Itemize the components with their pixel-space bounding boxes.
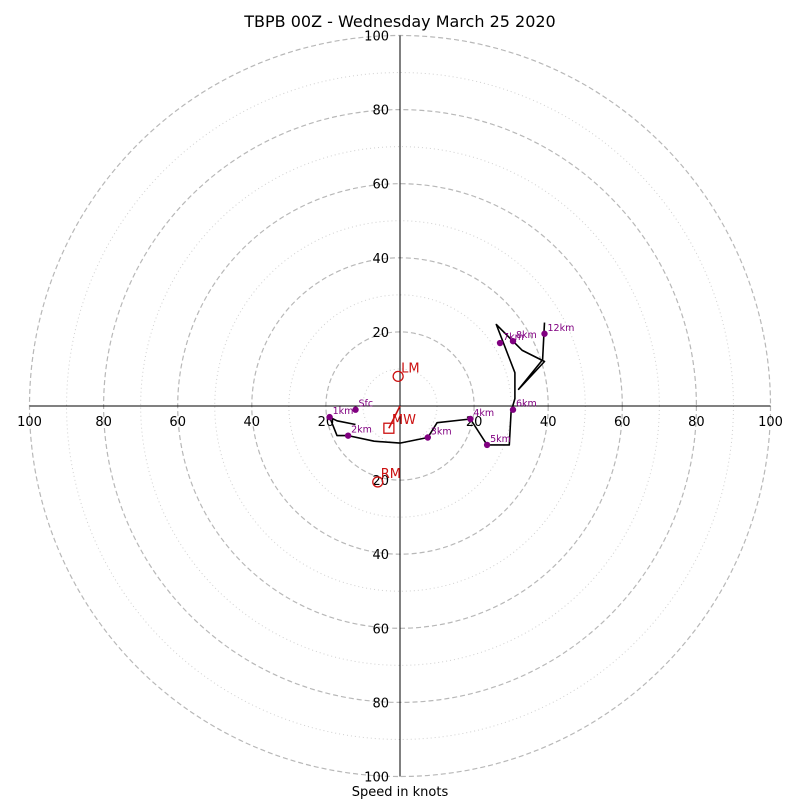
y-tick-label: 40 <box>372 252 389 267</box>
y-tick-label: 20 <box>372 474 389 489</box>
y-tick-label: 20 <box>372 326 389 341</box>
y-tick-label: 80 <box>372 696 389 711</box>
x-axis-label: Speed in knots <box>352 785 449 800</box>
height-label-5km: 5km <box>490 434 511 445</box>
mw-label: MW <box>392 413 416 428</box>
rm-marker <box>372 476 384 488</box>
height-marker-5km <box>483 441 491 449</box>
x-tick-label: 40 <box>244 415 261 430</box>
height-marker-12km <box>541 330 548 337</box>
hodograph-trace <box>328 322 546 446</box>
height-label-12km: 12km <box>547 323 574 334</box>
height-label-6km: 6km <box>516 399 537 410</box>
tick-labels: 100 80 60 40 20 20 40 60 80 100100806040202040608… <box>17 30 783 786</box>
height-marker-sfc <box>352 406 359 413</box>
height-marker-1km <box>326 413 333 421</box>
y-tick-label: 100 <box>364 771 389 786</box>
height-marker-8km <box>509 337 517 345</box>
y-tick-label: 60 <box>372 622 389 637</box>
hodograph-line <box>328 322 546 446</box>
y-tick-label: 100 <box>364 30 389 45</box>
x-tick-label: 40 <box>540 415 557 430</box>
x-tick-label: 100 <box>758 415 783 430</box>
lm-label: LM <box>401 361 419 376</box>
height-marker-2km <box>344 432 352 439</box>
height-label-4km: 4km <box>473 408 494 419</box>
chart-title: TBPB 00Z - Wednesday March 25 2020 <box>243 12 555 31</box>
x-tick-label: 80 <box>95 415 112 430</box>
height-marker-3km <box>424 434 431 441</box>
height-label-sfc: Sfc <box>359 399 374 410</box>
y-tick-label: 80 <box>372 104 389 119</box>
height-label-7km: 7km <box>503 332 524 343</box>
height-label-1km: 1km <box>333 406 354 417</box>
storm-motion: LM MW RM <box>372 361 420 488</box>
x-tick-label: 80 <box>688 415 705 430</box>
height-marker-7km <box>496 339 504 347</box>
mean-wind-vector <box>388 405 401 429</box>
lm-marker <box>392 370 404 383</box>
y-tick-label: 40 <box>372 548 389 563</box>
height-label-8km: 8km <box>516 330 537 341</box>
height-label-3km: 3km <box>431 426 452 437</box>
x-tick-label: 60 <box>614 415 631 430</box>
height-marker-4km <box>467 415 474 423</box>
x-tick-label: 60 <box>169 415 186 430</box>
rm-label: RM <box>381 467 401 482</box>
height-label-2km: 2km <box>351 425 372 436</box>
x-tick-label: 100 <box>17 415 42 430</box>
mw-marker <box>383 422 395 434</box>
height-marker-6km <box>509 406 517 413</box>
y-tick-label: 60 <box>372 178 389 193</box>
